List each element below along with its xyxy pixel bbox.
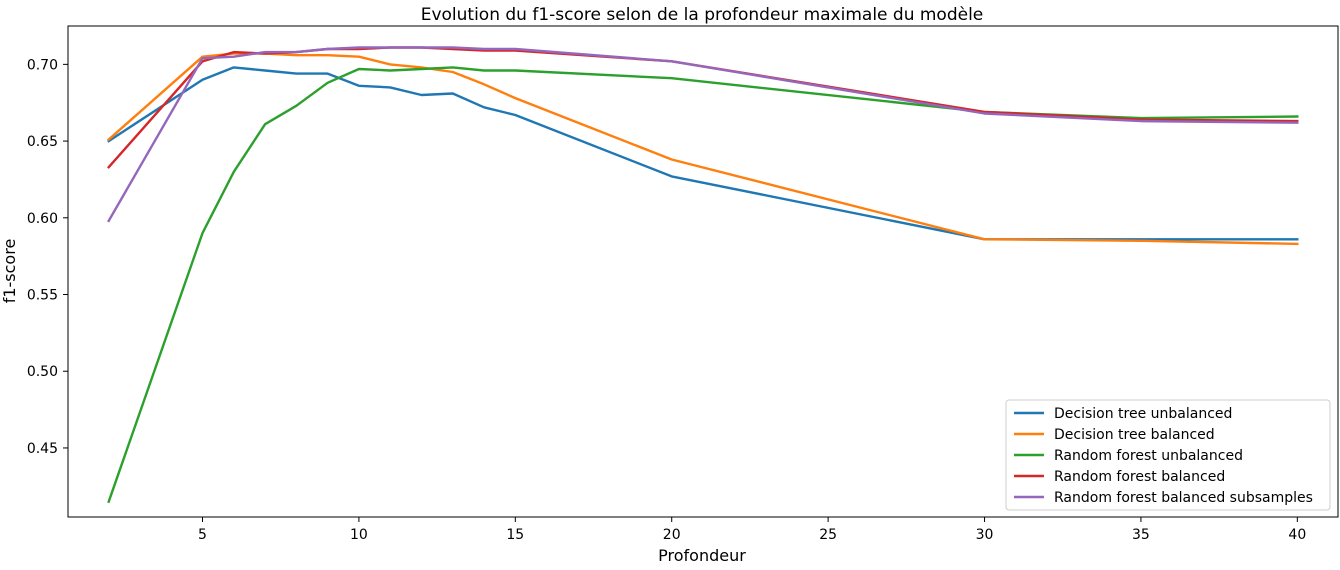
x-tick-label: 20 (663, 527, 681, 543)
legend-label: Random forest unbalanced (1054, 448, 1243, 464)
y-tick-label: 0.50 (27, 364, 58, 380)
legend: Decision tree unbalanced Decision tree ba… (1005, 399, 1331, 511)
series-lines (107, 46, 1299, 504)
legend-label: Random forest balanced subsamples (1054, 490, 1313, 506)
x-axis: 5 10 15 20 25 30 35 40 (198, 517, 1306, 543)
series-line-5 (107, 46, 1299, 223)
y-tick-label: 0.55 (27, 288, 58, 304)
y-tick-label: 0.60 (27, 211, 58, 227)
x-tick-label: 35 (1132, 527, 1150, 543)
x-tick-label: 40 (1288, 527, 1306, 543)
y-axis: 0.45 0.50 0.55 0.60 0.65 0.70 (27, 57, 68, 457)
legend-label: Decision tree unbalanced (1054, 406, 1232, 422)
series-line-3 (107, 66, 1299, 504)
y-tick-label: 0.45 (27, 441, 58, 457)
legend-label: Decision tree balanced (1054, 427, 1215, 443)
x-tick-label: 15 (506, 527, 524, 543)
y-tick-label: 0.65 (27, 134, 58, 150)
plot-area (67, 25, 1339, 518)
legend-label: Random forest balanced (1054, 469, 1225, 485)
x-tick-label: 5 (198, 527, 207, 543)
chart-title: Evolution du f1-score selon de la profon… (421, 5, 984, 25)
x-axis-label: Profondeur (658, 546, 746, 565)
x-tick-label: 30 (976, 527, 994, 543)
y-tick-label: 0.70 (27, 57, 58, 73)
plot-frame (67, 25, 1339, 518)
x-tick-label: 25 (819, 527, 837, 543)
series-line-1 (107, 66, 1299, 241)
y-axis-label: f1-score (0, 239, 19, 304)
x-tick-label: 10 (350, 527, 368, 543)
legend-box (1005, 399, 1331, 511)
